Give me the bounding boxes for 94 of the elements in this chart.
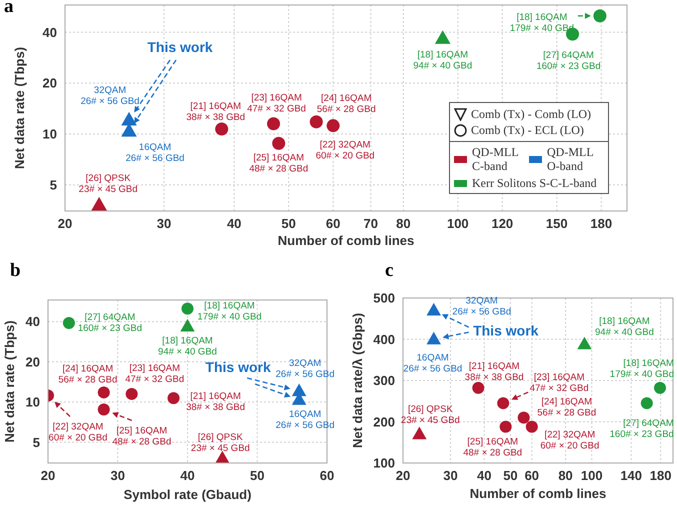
x-tick-label: 150: [546, 216, 568, 232]
annotation: [21] 16QAM 38# × 38 GBd: [186, 391, 246, 414]
y-tick-label: 20: [26, 354, 40, 370]
annotation: 32QAM 26# × 56 GBd: [452, 295, 512, 318]
annotation: 32QAM 26# × 56 GBd: [276, 358, 335, 380]
x-tick-label: 140: [620, 468, 642, 484]
x-tick-label: 40: [477, 468, 492, 484]
point: [182, 302, 194, 315]
annotation: [23] 16QAM 47# × 32 GBd: [125, 362, 184, 385]
annotation: 32QAM 26# × 56 GBd: [80, 84, 140, 107]
annotation: [18] 16QAM 179# × 40 GBd: [197, 300, 262, 323]
x-axis-title: Number of comb lines: [470, 486, 606, 501]
annotation: [18] 16QAM 94# × 40 GBd: [413, 49, 472, 72]
y-tick-label: 100: [373, 456, 395, 471]
annotation: [22] 32QAM 60# × 20 GBd: [540, 430, 600, 452]
point: [98, 403, 110, 416]
chart-title: a: [4, 0, 14, 18]
annotation: [21] 16QAM 38# × 38 GBd: [464, 360, 524, 383]
x-tick-label: 20: [396, 468, 410, 484]
y-tick-label: 20: [42, 76, 57, 91]
y-tick-label: 5: [32, 434, 40, 450]
annotation: [25] 16QAM 48# × 28 GBd: [463, 436, 522, 459]
x-tick-label: 60: [524, 468, 540, 484]
x-tick-label: 30: [156, 216, 172, 232]
point: [292, 383, 306, 396]
annotation: [27] 64QAM 160# × 23 GBd: [78, 312, 142, 334]
y-tick-label: 400: [373, 332, 395, 347]
annotation: [23] 16QAM 47# × 32 GBd: [530, 372, 589, 394]
legend-label: Kerr Solitons S-C-L-band: [472, 176, 597, 190]
y-tick-label: 300: [373, 373, 395, 388]
chart-title: c: [385, 260, 394, 282]
y-tick-label: 10: [26, 394, 40, 410]
annotation: [18] 16QAM 94# × 40 GBd: [595, 316, 654, 338]
annotation: [25] 16QAM 48# × 28 GBd: [112, 425, 172, 448]
annotation: [21] 16QAM 38# × 38 GBd: [186, 101, 246, 124]
annotation: This work: [205, 358, 271, 375]
point: [168, 392, 180, 404]
annotation: [18] 16QAM 179# × 40 GBd: [610, 358, 674, 380]
y-axis-title: Net data rate (Tbps): [2, 320, 17, 443]
x-tick-label: 100: [446, 216, 469, 232]
x-tick-label: 60: [326, 216, 340, 232]
x-tick-label: 60: [320, 468, 334, 484]
annotation: 16QAM 26# × 56 GBd: [276, 408, 335, 431]
x-axis-title: Symbol rate (Gbaud): [124, 487, 252, 502]
point: [98, 386, 110, 398]
x-tick-label: 180: [590, 216, 612, 232]
x-tick-label: 30: [110, 468, 125, 484]
annotation: [26] QPSK 23# × 45 GBd: [78, 172, 138, 195]
annotation: [26] QPSK 23# × 45 GBd: [400, 404, 460, 426]
annotation: 16QAM 26# × 56 GBd: [126, 142, 184, 164]
annotation: [27] 64QAM 160# × 23 GBd: [610, 418, 674, 440]
x-tick-label: 50: [503, 468, 518, 484]
legend-label: QD-MLL C-band: [472, 145, 520, 173]
annotation: [25] 16QAM 48# × 28 GBd: [249, 152, 308, 174]
x-tick-label: 50: [281, 216, 296, 232]
x-tick-label: 70: [364, 216, 378, 232]
point: [62, 317, 75, 330]
x-tick-label: 30: [443, 468, 458, 484]
annotation: [22] 32QAM 60# × 20 GBd: [48, 421, 108, 444]
point: [180, 318, 195, 332]
y-tick-label: 5: [50, 177, 57, 192]
y-tick-label: 40: [26, 314, 40, 330]
y-tick-label: 40: [42, 24, 57, 40]
x-axis-title: Number of comb lines: [278, 233, 414, 248]
annotation: [18] 16QAM 94# × 40 GBd: [158, 335, 217, 358]
y-axis-title: Net data rate/λ (Gbps): [350, 312, 365, 448]
legend-label: QD-MLL O-band: [547, 145, 594, 173]
x-tick-label: 40: [180, 468, 195, 484]
x-tick-label: 80: [558, 468, 573, 484]
y-tick-label: 200: [373, 414, 395, 430]
y-tick-label: 10: [42, 126, 57, 142]
annotation: 16QAM 26# × 56 GBd: [403, 352, 462, 374]
annotation: [27] 64QAM 160# × 23 GBd: [536, 50, 601, 72]
x-tick-label: 50: [250, 468, 264, 484]
x-tick-label: 40: [226, 216, 242, 232]
annotation: [24] 16QAM 56# × 28 GBd: [537, 396, 596, 419]
annotation: [24] 16QAM 56# × 28 GBd: [316, 92, 376, 115]
annotation: [26] QPSK 23# × 45 GBd: [190, 432, 250, 454]
point: [126, 388, 138, 400]
annotation: [22] 32QAM 60# × 20 GBd: [316, 140, 375, 162]
x-tick-label: 20: [58, 216, 72, 232]
annotation: [24] 16QAM 56# × 28 GBd: [58, 363, 118, 386]
y-tick-label: 500: [373, 290, 395, 306]
x-tick-label: 100: [580, 468, 603, 484]
annotation: Comb (Tx) - ECL (LO): [471, 122, 584, 138]
x-tick-label: 180: [650, 468, 672, 484]
y-axis-title: Net data rate (Tbps): [12, 46, 27, 170]
annotation: [23] 16QAM 47# × 32 GBd: [247, 92, 306, 115]
x-tick-label: 120: [491, 216, 514, 232]
chart-title: b: [10, 260, 21, 282]
annotation: Comb (Tx) - Comb (LO): [471, 106, 591, 122]
annotation: This work: [473, 322, 539, 338]
annotation: This work: [147, 38, 213, 55]
x-tick-label: 80: [396, 216, 411, 232]
